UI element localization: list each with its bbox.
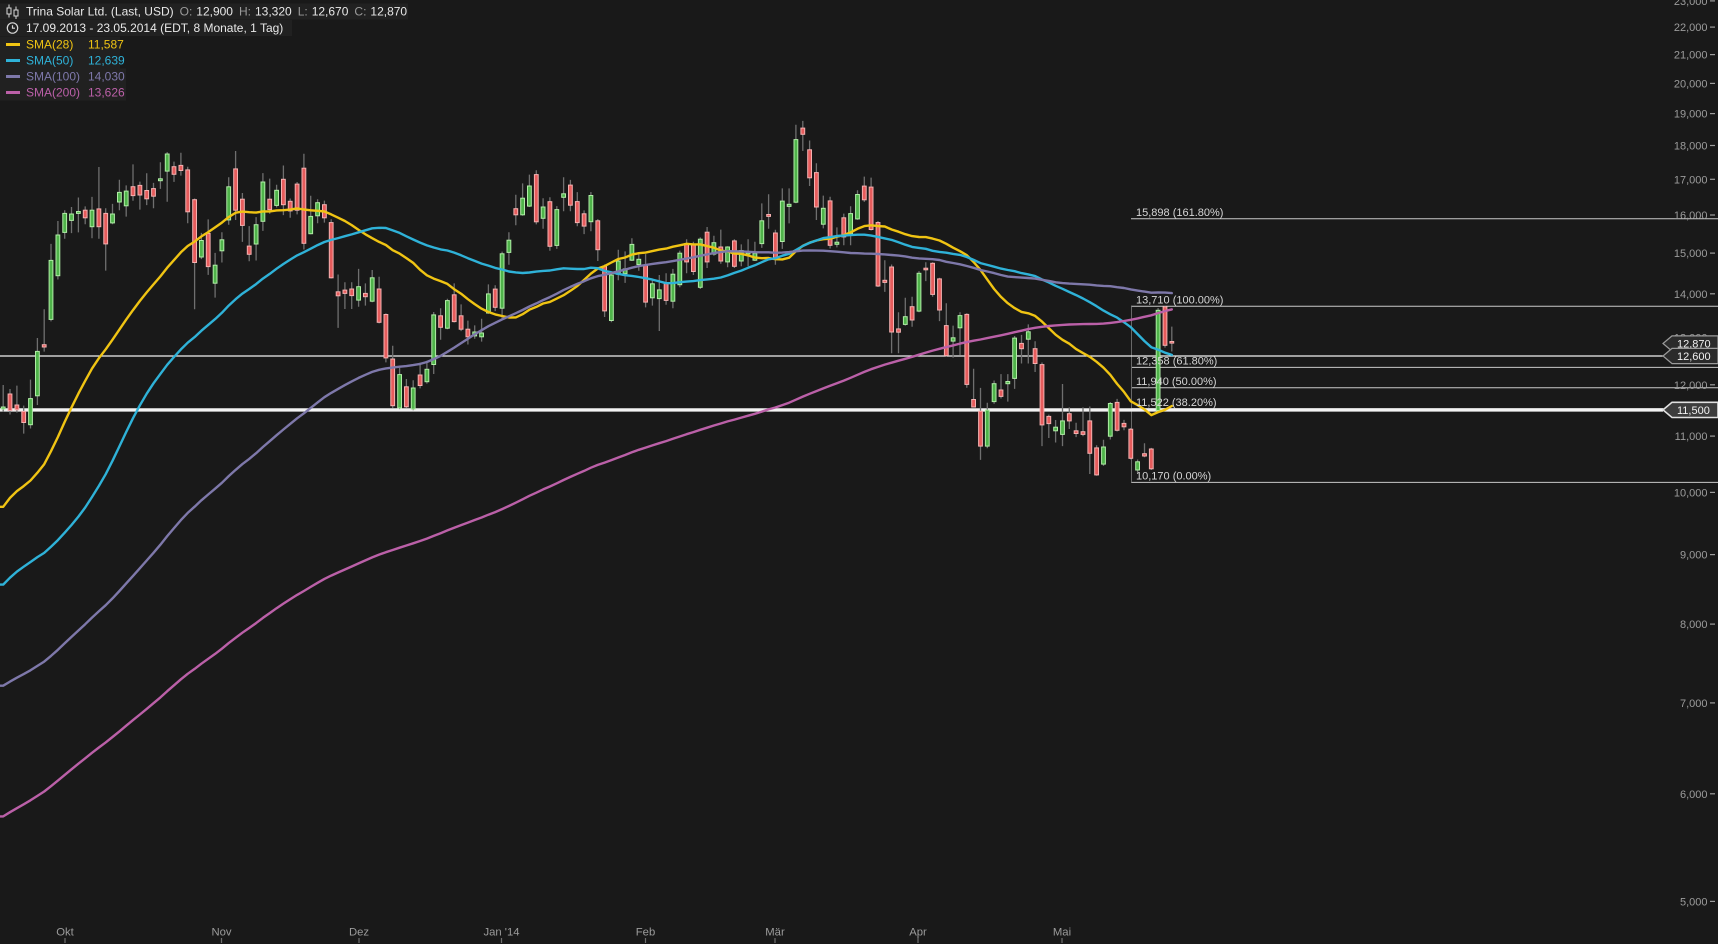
- svg-text:6,000: 6,000: [1680, 789, 1708, 801]
- svg-text:11,000: 11,000: [1675, 431, 1708, 443]
- svg-text:11,940 (50.00%): 11,940 (50.00%): [1136, 376, 1217, 388]
- svg-text:14,030: 14,030: [88, 70, 125, 84]
- svg-text:14,000: 14,000: [1674, 289, 1708, 301]
- svg-text:12,639: 12,639: [88, 54, 125, 68]
- svg-text:8,000: 8,000: [1680, 619, 1708, 631]
- svg-text:16,000: 16,000: [1674, 210, 1708, 222]
- svg-text:11,500: 11,500: [1677, 405, 1710, 417]
- svg-text:10,000: 10,000: [1674, 487, 1708, 499]
- svg-text:Apr: Apr: [909, 927, 927, 939]
- svg-text:11,587: 11,587: [88, 38, 124, 52]
- svg-text:11,522 (38.20%): 11,522 (38.20%): [1136, 397, 1217, 409]
- svg-text:19,000: 19,000: [1674, 109, 1708, 121]
- svg-text:18,000: 18,000: [1674, 141, 1708, 153]
- svg-text:13,710 (100.00%): 13,710 (100.00%): [1136, 294, 1223, 306]
- svg-text:Dez: Dez: [349, 927, 369, 939]
- svg-text:13,626: 13,626: [88, 86, 125, 100]
- svg-text:12,358 (61.80%): 12,358 (61.80%): [1136, 356, 1217, 368]
- svg-text:23,000: 23,000: [1674, 0, 1708, 8]
- svg-text:10,170 (0.00%): 10,170 (0.00%): [1136, 471, 1211, 483]
- svg-text:Feb: Feb: [636, 927, 655, 939]
- svg-text:Jan '14: Jan '14: [483, 927, 519, 939]
- svg-text:9,000: 9,000: [1680, 550, 1708, 562]
- svg-text:15,898 (161.80%): 15,898 (161.80%): [1136, 207, 1223, 219]
- svg-text:17.09.2013 - 23.05.2014 (EDT,: 17.09.2013 - 23.05.2014 (EDT, 8 Monate, …: [26, 21, 283, 35]
- svg-text:Nov: Nov: [211, 927, 231, 939]
- svg-text:SMA(100): SMA(100): [26, 70, 80, 84]
- svg-text:Mär: Mär: [765, 927, 785, 939]
- svg-text:15,000: 15,000: [1674, 248, 1708, 260]
- svg-text:20,000: 20,000: [1674, 78, 1708, 90]
- svg-text:17,000: 17,000: [1674, 174, 1708, 186]
- svg-text:7,000: 7,000: [1680, 698, 1708, 710]
- svg-text:5,000: 5,000: [1680, 896, 1708, 908]
- svg-text:21,000: 21,000: [1674, 50, 1708, 62]
- svg-text:Okt: Okt: [56, 927, 74, 939]
- svg-text:12,000: 12,000: [1674, 380, 1708, 392]
- svg-text:SMA(28): SMA(28): [26, 38, 73, 52]
- svg-text:12,870: 12,870: [1677, 339, 1711, 351]
- svg-text:Mai: Mai: [1053, 927, 1071, 939]
- svg-text:SMA(50): SMA(50): [26, 54, 73, 68]
- svg-text:Trina Solar Ltd. (Last, USD)O:: Trina Solar Ltd. (Last, USD) O: 12,900 H: 13…: [26, 5, 407, 19]
- svg-text:SMA(200): SMA(200): [26, 86, 80, 100]
- svg-text:22,000: 22,000: [1674, 22, 1708, 34]
- svg-text:12,600: 12,600: [1677, 351, 1711, 363]
